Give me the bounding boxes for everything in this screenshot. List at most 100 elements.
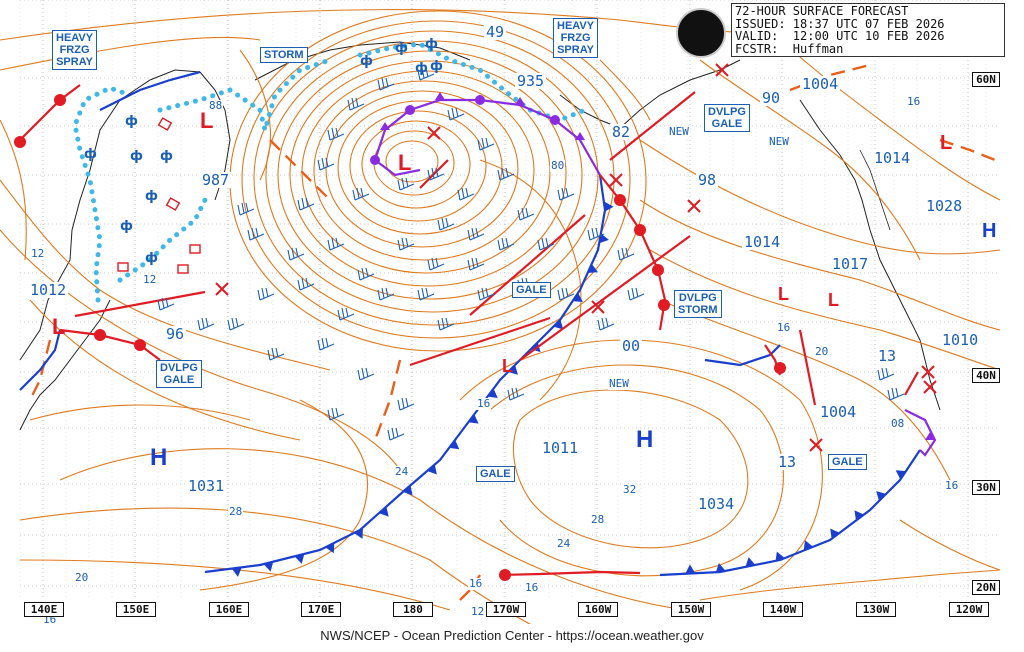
svg-text:ф: ф [145,189,158,204]
low-position-x-markers [215,63,937,452]
warning-gale-east: GALE [828,454,867,470]
isobar-label: 28 [590,513,606,526]
new-label: NEW [668,125,690,138]
latitude-label: 40N [972,368,1000,383]
pressure-label: 96 [164,325,187,343]
warning-dvlpg-gale-ne: DVLPG GALE [704,104,750,132]
isobar-label: 16 [524,581,540,594]
pressure-label: 935 [515,72,547,90]
pressure-label: 49 [484,23,507,41]
isobar-label: 24 [556,537,572,550]
longitude-label: 140E [24,602,64,617]
new-label: NEW [768,135,790,148]
longitude-label: 150W [671,602,711,617]
longitude-label: 130W [856,602,896,617]
longitude-label: 120W [949,602,989,617]
longitude-label: 140W [763,602,803,617]
forecast-header: 72-HOUR SURFACE FORECAST ISSUED: 18:37 U… [731,3,1005,57]
wind-barbs [157,67,905,441]
pressure-label: 1034 [696,495,737,513]
isobar-label: 28 [228,505,244,518]
latitude-label: 20N [972,580,1000,595]
warning-storm: STORM [260,47,308,63]
latitude-label: 60N [972,72,1000,87]
isobar-label: 32 [622,483,638,496]
pressure-label: 1012 [28,281,69,299]
new-label: NEW [608,377,630,390]
longitude-label: 180 [393,602,433,617]
warning-heavy-frzg-spray-west: HEAVY FRZG SPRAY [52,30,98,70]
longitude-label: 150E [116,602,156,617]
svg-text:ф: ф [145,251,158,266]
isobar-label: 16 [476,397,492,410]
isobar-label: 12 [470,605,486,618]
svg-text:ф: ф [120,219,133,234]
spray-area-boxes [117,117,201,274]
cold-front-triangles [231,201,906,577]
longitude-label: 160E [209,602,249,617]
svg-text:ф: ф [395,41,408,56]
pressure-label: 98 [696,171,719,189]
svg-text:ф: ф [430,59,443,74]
warning-heavy-frzg-spray-east: HEAVY FRZG SPRAY [553,18,599,58]
header-forecaster: FCSTR: Huffman [735,41,844,56]
pressure-label: 1011 [540,439,581,457]
svg-text:ф: ф [84,147,97,162]
latitude-label: 30N [972,480,1000,495]
pressure-label: 13 [776,453,799,471]
svg-text:ф: ф [125,114,138,129]
longitude-label: 160W [578,602,618,617]
pressure-label: 1010 [940,331,981,349]
isobar-label: 16 [944,479,960,492]
noaa-logo [676,8,726,58]
low-center: L [778,284,789,304]
isobar-label: 12 [30,247,46,260]
pressure-label: 88 [208,99,224,112]
isobar-label: 12 [142,273,158,286]
warning-dvlpg-storm: DVLPG STORM [674,290,722,318]
pressure-label: 13 [876,347,899,365]
pressure-label: 90 [760,89,783,107]
warning-gale-center: GALE [512,282,551,298]
svg-text:ф: ф [130,149,143,164]
occluded-front-marks [370,92,935,440]
storm-track-arrows [74,91,919,406]
low-center: L [828,290,839,310]
longitude-label: 170E [301,602,341,617]
isobar-label: 16 [906,95,922,108]
isobar-label: 24 [394,465,410,478]
high-center: H [150,444,168,471]
high-center: H [982,220,997,242]
isobar-label: 16 [468,577,484,590]
pressure-label: 987 [200,171,232,189]
svg-text:ф: ф [360,54,373,69]
isobar-label: 20 [814,345,830,358]
pressure-label: 80 [550,159,566,172]
low-center: L [398,150,412,175]
pressure-label: 1028 [924,197,965,215]
svg-text:ф: ф [160,149,173,164]
longitude-label: 170W [486,602,526,617]
isobar-label: 20 [74,571,90,584]
header-valid: VALID: 12:00 UTC 10 FEB 2026 [735,29,945,43]
pressure-label: 1017 [830,255,871,273]
pressure-label: 1031 [186,477,227,495]
high-center: H [636,426,654,453]
low-center: L [940,132,953,154]
warning-dvlpg-gale-west: DVLPG GALE [156,360,202,388]
low-center: L [200,108,214,133]
pressure-label: 1014 [872,149,913,167]
low-center: L [502,356,513,376]
pressure-label: 1004 [818,403,859,421]
header-issued: ISSUED: 18:37 UTC 07 FEB 2026 [735,16,945,31]
header-title: 72-HOUR SURFACE FORECAST [735,4,909,18]
pressure-label: 00 [620,337,643,355]
svg-text:ф: ф [425,37,438,52]
isobar-label: 16 [776,321,792,334]
isobar-label: 08 [890,417,906,430]
low-center: L [52,314,66,339]
footer-credit: NWS/NCEP - Ocean Prediction Center - htt… [0,624,1024,652]
warning-gale-south: GALE [476,466,515,482]
